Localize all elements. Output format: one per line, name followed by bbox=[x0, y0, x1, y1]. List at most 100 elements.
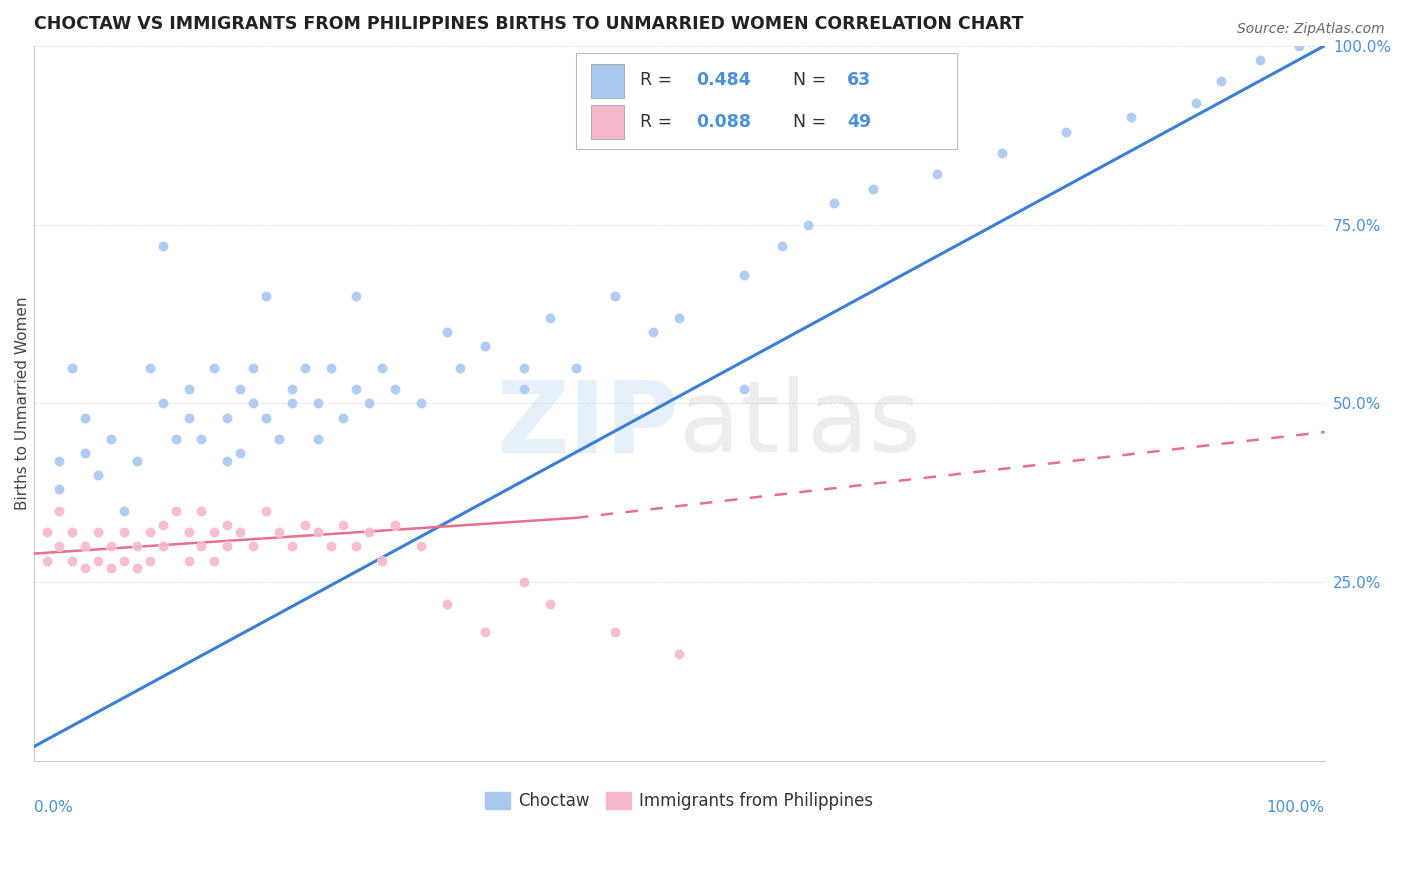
Point bbox=[190, 504, 212, 518]
Point bbox=[294, 360, 316, 375]
Point bbox=[152, 239, 174, 253]
Point bbox=[217, 410, 239, 425]
Point bbox=[565, 360, 588, 375]
Point bbox=[60, 554, 83, 568]
Point bbox=[643, 325, 665, 339]
Point bbox=[307, 432, 329, 446]
Point bbox=[294, 518, 316, 533]
Point bbox=[449, 360, 471, 375]
Point bbox=[281, 540, 304, 554]
Point bbox=[177, 410, 200, 425]
Text: ZIP: ZIP bbox=[496, 376, 679, 474]
Text: 0.484: 0.484 bbox=[696, 71, 751, 89]
Point bbox=[112, 554, 135, 568]
Point bbox=[538, 597, 561, 611]
Point bbox=[267, 432, 290, 446]
Point bbox=[35, 554, 58, 568]
Point bbox=[513, 575, 536, 590]
Point bbox=[125, 561, 148, 575]
Text: 0.088: 0.088 bbox=[696, 113, 751, 131]
Point bbox=[87, 525, 110, 540]
Point bbox=[48, 504, 70, 518]
Point bbox=[281, 382, 304, 396]
Point bbox=[307, 525, 329, 540]
Point bbox=[75, 446, 97, 460]
Point bbox=[254, 289, 277, 303]
Point bbox=[202, 360, 225, 375]
Point bbox=[75, 561, 97, 575]
Point bbox=[48, 453, 70, 467]
Point bbox=[1184, 95, 1206, 110]
Point bbox=[242, 396, 264, 410]
Point bbox=[371, 360, 394, 375]
Point bbox=[281, 396, 304, 410]
Text: N =: N = bbox=[793, 113, 831, 131]
Point bbox=[436, 325, 458, 339]
Bar bbox=[592, 105, 624, 139]
Point bbox=[202, 554, 225, 568]
Point bbox=[823, 196, 845, 211]
Point bbox=[371, 554, 394, 568]
Point bbox=[152, 396, 174, 410]
Point bbox=[319, 360, 342, 375]
Point bbox=[75, 540, 97, 554]
Point bbox=[862, 182, 884, 196]
Point bbox=[87, 467, 110, 482]
Point bbox=[384, 518, 406, 533]
Point bbox=[152, 518, 174, 533]
Text: N =: N = bbox=[793, 71, 831, 89]
Point bbox=[60, 525, 83, 540]
Text: 0.0%: 0.0% bbox=[34, 800, 72, 815]
Point bbox=[513, 360, 536, 375]
Point bbox=[733, 268, 755, 282]
Point bbox=[229, 525, 252, 540]
Point bbox=[190, 540, 212, 554]
Point bbox=[35, 525, 58, 540]
Point bbox=[217, 518, 239, 533]
Point bbox=[75, 410, 97, 425]
Point bbox=[1288, 38, 1310, 53]
Point bbox=[48, 482, 70, 496]
Point bbox=[991, 146, 1014, 161]
Point bbox=[267, 525, 290, 540]
Point bbox=[125, 453, 148, 467]
Point bbox=[1119, 110, 1142, 124]
Point bbox=[165, 504, 187, 518]
Point bbox=[242, 540, 264, 554]
Point bbox=[100, 561, 122, 575]
Point bbox=[359, 525, 381, 540]
Point bbox=[474, 339, 496, 353]
Text: 63: 63 bbox=[846, 71, 872, 89]
Point bbox=[217, 540, 239, 554]
Point bbox=[48, 540, 70, 554]
Point bbox=[1211, 74, 1233, 88]
Text: 100.0%: 100.0% bbox=[1267, 800, 1324, 815]
Point bbox=[112, 504, 135, 518]
Point bbox=[538, 310, 561, 325]
Point bbox=[927, 168, 949, 182]
Point bbox=[202, 525, 225, 540]
Point bbox=[603, 625, 626, 640]
Point bbox=[60, 360, 83, 375]
Text: Source: ZipAtlas.com: Source: ZipAtlas.com bbox=[1237, 22, 1385, 37]
Point bbox=[319, 540, 342, 554]
Point bbox=[229, 382, 252, 396]
Point bbox=[112, 525, 135, 540]
Text: R =: R = bbox=[640, 113, 678, 131]
Point bbox=[1249, 53, 1271, 67]
Point bbox=[409, 540, 432, 554]
Point bbox=[229, 446, 252, 460]
Point bbox=[254, 410, 277, 425]
Legend: Choctaw, Immigrants from Philippines: Choctaw, Immigrants from Philippines bbox=[478, 786, 880, 817]
Point bbox=[190, 432, 212, 446]
Point bbox=[668, 310, 690, 325]
Point bbox=[177, 525, 200, 540]
Point bbox=[100, 540, 122, 554]
Point bbox=[513, 382, 536, 396]
Point bbox=[139, 525, 162, 540]
Text: atlas: atlas bbox=[679, 376, 921, 474]
Point bbox=[1056, 124, 1078, 138]
Point bbox=[217, 453, 239, 467]
Point bbox=[359, 396, 381, 410]
Point bbox=[332, 410, 354, 425]
